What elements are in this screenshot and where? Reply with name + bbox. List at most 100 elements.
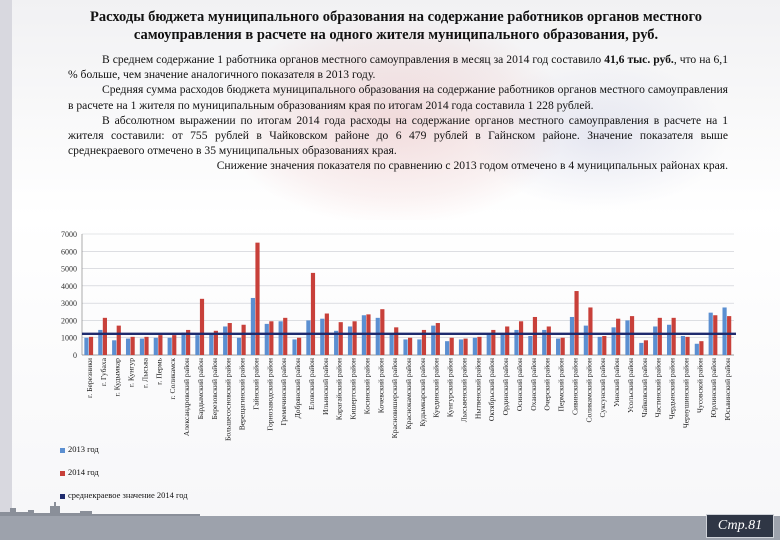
x-tick-label: Александровский район [182, 358, 191, 436]
bar-2014 [616, 318, 621, 355]
x-tick-label: Кочевский район [376, 358, 385, 413]
x-tick-label: Горнозаводский район [265, 358, 274, 431]
x-tick-label: Очерский район [543, 358, 552, 411]
legend-swatch-average [60, 493, 65, 499]
bar-2013 [125, 338, 131, 355]
bar-2014 [227, 323, 232, 355]
bar-2013 [458, 339, 464, 355]
bar-2013 [361, 315, 366, 355]
x-tick-label: г. Кунгур [127, 358, 136, 387]
bar-2014 [491, 329, 496, 355]
x-tick-label: Верещагинский район [238, 358, 247, 430]
bar-2013 [639, 342, 644, 355]
bar-2014 [158, 335, 163, 355]
bar-2014 [435, 323, 440, 355]
x-tick-label: Нытвенский район [473, 358, 482, 419]
paragraph-1: В среднем содержание 1 работника органов… [68, 52, 728, 82]
bar-2013 [223, 326, 228, 355]
bar-2014 [338, 322, 343, 355]
summary-text: В среднем содержание 1 работника органов… [68, 52, 728, 174]
x-tick-label: Косинский район [362, 358, 371, 414]
y-tick-label: 5000 [61, 265, 77, 274]
bar-2013 [514, 329, 519, 355]
x-tick-label: Ординский район [501, 358, 510, 415]
x-tick-label: Лысьвенский район [459, 358, 468, 422]
bar-2013 [389, 333, 394, 355]
x-tick-label: Октябрьский район [487, 358, 496, 421]
bar-2014 [421, 329, 427, 355]
p1-text-c: , что на 6,1 % больше, чем значение анал… [68, 53, 728, 82]
x-tick-label: Чернушинский район [681, 358, 690, 428]
bar-2014 [685, 336, 690, 355]
x-tick-label: Пермский район [557, 358, 566, 412]
bar-2014 [297, 337, 302, 355]
bar-2013 [112, 340, 117, 355]
page-title: Расходы бюджета муниципального образован… [89, 9, 703, 43]
bar-2013 [236, 337, 242, 355]
x-tick-label: Березовский район [210, 358, 219, 419]
x-tick-label: г. Пермь [154, 357, 163, 384]
legend-label-2013: 2013 год [68, 444, 99, 454]
bar-2014 [144, 336, 149, 355]
x-tick-label: Красновишерский район [390, 358, 399, 438]
bar-2013 [556, 338, 561, 355]
bar-2014 [505, 326, 510, 355]
y-tick-label: 7000 [61, 230, 77, 239]
bar-2014 [463, 338, 468, 355]
x-tick-label: Гайнский район [251, 358, 260, 410]
bar-2014 [394, 327, 399, 355]
bar-2013 [528, 335, 533, 355]
x-tick-label: Добрянский район [293, 358, 302, 418]
bar-2013 [722, 307, 727, 355]
bar-2014 [172, 335, 177, 355]
bar-2013 [486, 334, 491, 355]
bar-2013 [445, 341, 450, 355]
bar-2013 [500, 333, 505, 355]
x-tick-label: Оханский район [529, 358, 538, 411]
paragraph-2: Средняя сумма расходов бюджета муниципал… [68, 83, 728, 112]
bar-2013 [292, 339, 297, 355]
bar-2013 [139, 338, 145, 355]
x-tick-label: г. Кудымкар [113, 358, 122, 397]
bar-2014 [713, 315, 718, 355]
legend-label-average: среднекраевое значение 2014 год [68, 490, 188, 500]
paragraph-4: Снижение значения показателя по сравнени… [216, 159, 728, 173]
bar-2013 [181, 332, 186, 355]
x-tick-label: Юсьвинский район [723, 358, 732, 421]
bar-2014 [186, 329, 191, 355]
bar-2013 [320, 318, 325, 355]
x-tick-label: Чердынский район [668, 358, 677, 419]
bar-2014 [560, 337, 565, 355]
p1-highlight: 41,6 тыс. руб. [604, 53, 674, 66]
bar-2013 [694, 343, 699, 355]
bar-2013 [653, 326, 658, 355]
x-tick-label: Еловский район [307, 358, 316, 410]
bar-2014 [199, 298, 205, 355]
bar-2013 [209, 333, 214, 355]
bar-2014 [283, 317, 288, 355]
bar-2013 [84, 337, 89, 355]
x-tick-label: Кудымкарский район [418, 358, 427, 427]
bar-2014 [116, 325, 121, 355]
bar-2014 [532, 316, 538, 355]
bar-2013 [195, 335, 200, 355]
bar-2014 [255, 242, 260, 355]
x-tick-label: Юрлинский район [709, 358, 718, 418]
bar-2014 [629, 316, 635, 355]
bar-2014 [408, 337, 413, 355]
legend-item-average: среднекраевое значение 2014 год [60, 490, 208, 501]
x-tick-label: Краснокамский район [404, 358, 413, 429]
bar-2014 [380, 309, 385, 355]
bar-2013 [611, 327, 616, 355]
x-tick-label: г. Соликамск [168, 358, 177, 400]
x-tick-label: г. Березники [85, 358, 94, 398]
footer-bar [0, 516, 780, 540]
bar-2014 [213, 330, 218, 355]
bar-2014 [657, 317, 662, 355]
x-tick-label: Большесосновский район [224, 358, 233, 441]
y-tick-label: 3000 [61, 299, 77, 308]
legend-item-2014: 2014 год [60, 467, 208, 478]
legend-label-2014: 2014 год [68, 467, 99, 477]
bar-2014 [546, 326, 551, 355]
